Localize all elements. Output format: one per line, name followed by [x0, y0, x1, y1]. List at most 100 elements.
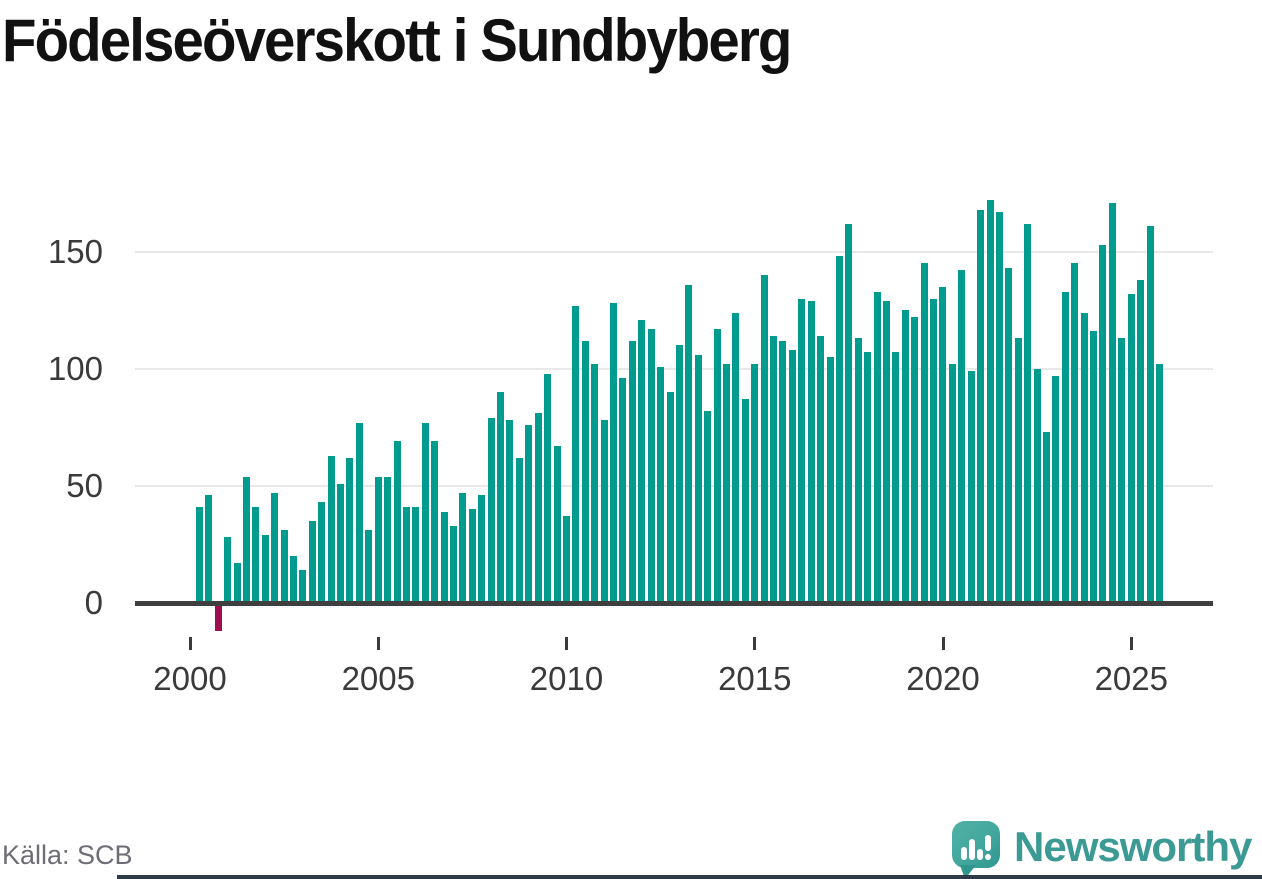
bar-2016Q2: [798, 298, 806, 603]
bar-2013Q1: [675, 345, 683, 603]
bar-2018Q3: [882, 300, 890, 603]
bar-2000Q2: [195, 507, 203, 603]
bar-2023Q1: [1052, 375, 1060, 603]
bar-2006Q4: [440, 511, 448, 603]
bar-2012Q1: [638, 319, 646, 603]
bar-2003Q3: [318, 502, 326, 603]
bar-2021Q3: [995, 211, 1003, 603]
x-axis-tick-2000: [188, 637, 192, 650]
y-axis-label-50: 50: [66, 466, 103, 504]
bar-2002Q2: [271, 492, 279, 603]
bar-2012Q2: [647, 329, 655, 603]
bar-2022Q1: [1014, 338, 1022, 603]
bar-2023Q3: [1071, 263, 1079, 603]
bar-2006Q2: [421, 422, 429, 603]
bar-2019Q1: [901, 310, 909, 604]
bar-2018Q4: [892, 352, 900, 603]
bar-2007Q3: [468, 509, 476, 603]
bar-2013Q3: [694, 354, 702, 603]
bar-2001Q4: [252, 507, 260, 603]
x-axis-tick-2015: [753, 637, 757, 650]
bar-2000Q3: [205, 495, 213, 603]
newsworthy-logo: Newsworthy: [952, 821, 1262, 879]
bar-2019Q3: [920, 263, 928, 603]
bar-2022Q4: [1043, 432, 1050, 603]
bar-2022Q3: [1033, 368, 1041, 603]
bar-2009Q4: [553, 446, 561, 603]
bar-2008Q3: [506, 420, 514, 603]
bar-2003Q1: [299, 570, 307, 603]
bar-2020Q1: [939, 286, 947, 603]
bar-2024Q1: [1090, 331, 1097, 603]
x-axis-label-2025: 2025: [1094, 660, 1168, 697]
bar-2008Q4: [515, 457, 523, 603]
bar-2018Q2: [873, 291, 881, 603]
bottom-accent-bar: [117, 875, 1262, 879]
bar-2016Q1: [788, 350, 796, 603]
newsworthy-wordmark: Newsworthy: [1014, 823, 1252, 870]
y-axis-label-100: 100: [47, 349, 103, 387]
bar-2013Q2: [685, 284, 693, 603]
logo-exclamation-dot-icon: [985, 854, 991, 860]
bar-2005Q1: [374, 476, 382, 603]
bar-2019Q2: [911, 317, 919, 603]
bar-2020Q2: [948, 364, 956, 603]
bar-2001Q2: [233, 563, 241, 603]
bar-2019Q4: [930, 298, 937, 603]
bar-2017Q4: [854, 338, 862, 603]
bar-2024Q4: [1118, 338, 1126, 603]
bar-2006Q1: [412, 507, 420, 603]
x-axis-tick-2010: [565, 637, 568, 650]
bar-2015Q1: [751, 364, 759, 603]
bar-2024Q2: [1099, 244, 1107, 603]
bar-2004Q3: [355, 422, 363, 603]
bar-2015Q4: [779, 340, 787, 603]
bar-2005Q3: [393, 441, 401, 603]
gridline-100: [135, 367, 1213, 370]
bar-2015Q3: [770, 336, 777, 603]
logo-exclamation-stem-icon: [985, 835, 991, 851]
x-axis-tick-2025: [1129, 637, 1133, 650]
bar-2000Q4: [214, 603, 222, 632]
bar-2014Q2: [722, 364, 730, 603]
bar-2009Q3: [544, 373, 552, 603]
logo-bar-small-icon: [961, 847, 967, 860]
source-label: Källa: SCB: [2, 840, 133, 870]
x-axis-label-2005: 2005: [341, 660, 415, 697]
bar-2015Q2: [760, 275, 768, 603]
bar-2002Q4: [289, 556, 297, 603]
bar-2002Q1: [261, 535, 269, 603]
bar-2001Q1: [224, 537, 231, 603]
bar-2023Q4: [1080, 312, 1088, 603]
bar-2016Q4: [817, 336, 825, 603]
bar-2010Q2: [572, 305, 580, 603]
bar-2004Q1: [337, 483, 344, 603]
bar-2011Q4: [628, 340, 636, 603]
bar-2020Q3: [958, 270, 966, 603]
bar-2001Q3: [242, 476, 250, 603]
y-axis-label-0: 0: [84, 584, 103, 621]
bar-2023Q2: [1061, 291, 1069, 603]
x-axis-label-2010: 2010: [529, 660, 604, 697]
x-axis-label-2015: 2015: [718, 660, 792, 697]
y-axis-label-150: 150: [47, 232, 103, 270]
bar-2014Q3: [732, 312, 740, 603]
bar-2002Q3: [280, 530, 288, 603]
x-axis-label-2000: 2000: [153, 660, 227, 697]
bar-2013Q4: [704, 411, 712, 603]
speech-bubble-bar-chart-icon: [952, 821, 1000, 868]
bar-2007Q1: [450, 525, 457, 603]
bar-2025Q3: [1146, 225, 1154, 603]
bar-2025Q2: [1137, 279, 1145, 603]
bar-2017Q3: [845, 223, 853, 603]
bar-2017Q2: [835, 256, 843, 603]
x-axis-label-2020: 2020: [906, 660, 980, 697]
bar-2006Q3: [431, 441, 439, 603]
bar-2007Q2: [459, 492, 467, 603]
bar-2018Q1: [864, 352, 872, 603]
bar-2017Q1: [826, 357, 834, 603]
bar-2025Q1: [1127, 293, 1135, 603]
bar-2011Q2: [610, 303, 617, 603]
bar-2020Q4: [967, 371, 975, 603]
